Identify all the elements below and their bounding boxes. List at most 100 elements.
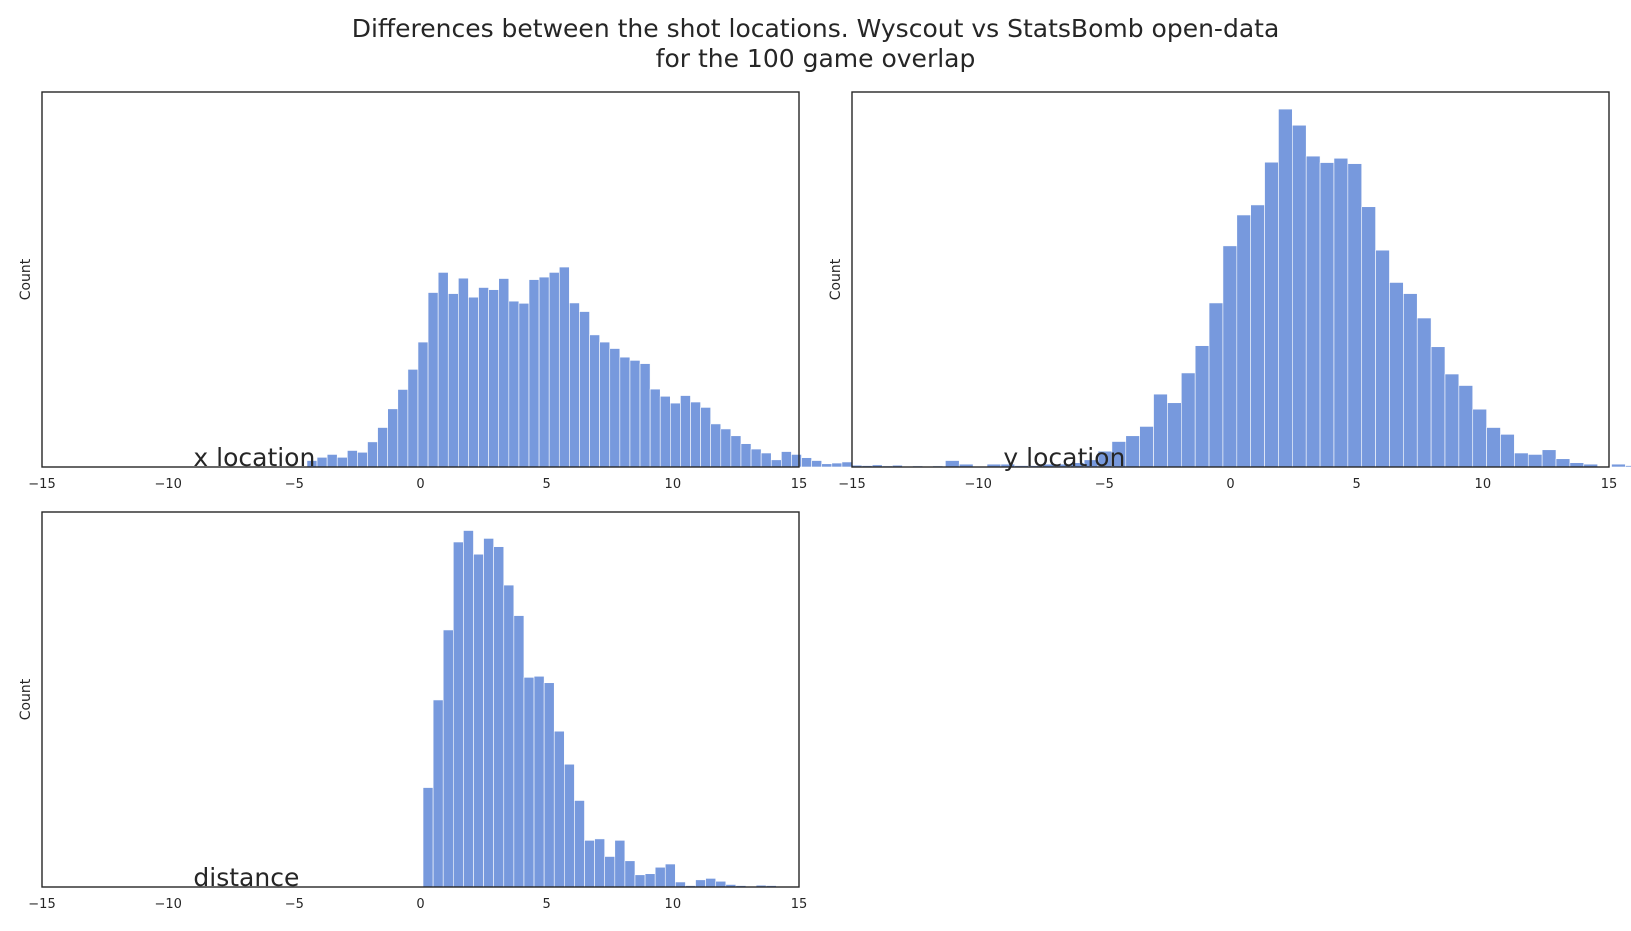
histogram-bar <box>518 302 530 468</box>
histogram-bar <box>377 427 388 468</box>
histogram-bar <box>397 389 409 468</box>
x-tick-label: 15 <box>791 477 808 492</box>
histogram-bar <box>478 287 489 468</box>
histogram-bar <box>533 675 545 888</box>
x-tick-label: −5 <box>285 477 304 492</box>
histogram-bar <box>468 296 479 468</box>
histogram-bar <box>659 395 671 468</box>
figure-title: Differences between the shot locations. … <box>0 14 1631 74</box>
histogram-bar <box>1278 108 1293 468</box>
panel-y: −15 −10 −5 0 5 10 15 Count y location <box>828 91 1631 492</box>
y-axis-label: Count <box>18 258 34 300</box>
x-tick-label: 10 <box>665 897 682 912</box>
bars-y <box>945 108 1631 468</box>
histogram-bar <box>715 880 727 888</box>
histogram-bar <box>1250 204 1265 468</box>
histogram-bar <box>336 457 348 468</box>
histogram-bar <box>1125 435 1140 468</box>
histogram-bar <box>1208 302 1224 468</box>
x-tick-label: −10 <box>154 897 181 912</box>
x-tick-label: −5 <box>285 897 304 912</box>
histogram-bar <box>604 856 616 888</box>
panel-x: −15 −10 −5 0 5 10 15 Count x location <box>18 91 1014 492</box>
histogram-bar <box>1444 373 1460 468</box>
histogram-bar <box>654 866 666 888</box>
histogram-bar <box>569 302 580 468</box>
histogram-bar <box>357 451 368 468</box>
histogram-bar <box>705 878 717 888</box>
x-tick-label: −15 <box>838 477 865 492</box>
histogram-bar <box>1458 385 1474 468</box>
histogram-bar <box>760 452 772 468</box>
x-tick-label: 10 <box>1475 477 1492 492</box>
histogram-bar <box>407 369 419 468</box>
histogram-bar <box>614 840 626 888</box>
histogram-bar <box>437 272 449 468</box>
histogram-bar <box>503 584 515 888</box>
histogram-bar <box>1222 245 1238 468</box>
histogram-bar <box>710 423 722 468</box>
figure-title-line2: for the 100 game overlap <box>655 44 976 73</box>
x-tick-label: 0 <box>416 897 424 912</box>
axes-frame <box>41 511 800 888</box>
histogram-bar <box>1375 249 1390 468</box>
histogram-bar <box>770 459 782 468</box>
x-tick-label: −15 <box>28 897 55 912</box>
histogram-bar <box>639 363 651 468</box>
x-tick-label: 10 <box>665 477 682 492</box>
histogram-bar <box>1472 408 1487 468</box>
histogram-bar <box>473 553 484 888</box>
axes-frame <box>41 91 800 468</box>
histogram-bar <box>367 441 378 468</box>
histogram-bar <box>1555 458 1571 468</box>
histogram-bar <box>821 463 833 468</box>
histogram-bar <box>513 615 525 888</box>
x-tick-label: 5 <box>543 897 551 912</box>
histogram-bar <box>1611 463 1626 468</box>
histogram-bar <box>750 448 762 468</box>
panel-distance: −15 −10 −5 0 5 10 15 Count distance <box>18 511 807 912</box>
histogram-bar <box>316 457 328 468</box>
histogram-bar <box>498 278 510 468</box>
histogram-bar <box>463 530 474 888</box>
histogram-bar <box>579 311 590 468</box>
y-axis-label: Count <box>18 678 34 720</box>
histogram-bar <box>543 682 555 888</box>
histogram-bar <box>347 450 358 468</box>
histogram-bar <box>1181 372 1196 468</box>
histogram-bar <box>1264 161 1279 468</box>
histogram-bar <box>649 388 661 468</box>
histogram-bar <box>1625 465 1631 468</box>
histogram-bar <box>548 272 560 468</box>
histogram-bar <box>644 873 656 888</box>
histogram-bar <box>1305 155 1321 468</box>
histogram-bar <box>1527 454 1543 468</box>
histogram-bar <box>1236 214 1251 468</box>
histogram-bar <box>528 279 540 468</box>
histogram-bar <box>1153 393 1168 468</box>
histogram-bar <box>558 266 570 468</box>
x-tick-label: 5 <box>543 477 551 492</box>
histogram-bar <box>553 730 565 888</box>
histogram-bar <box>427 292 439 468</box>
histogram-bar <box>584 840 595 888</box>
x-tick-label: −15 <box>28 477 55 492</box>
axes-frame <box>851 91 1610 468</box>
histogram-bar <box>508 300 520 468</box>
histogram-bar <box>452 541 464 888</box>
panel-annotation: y location <box>1003 443 1125 472</box>
histogram-bar <box>326 454 338 468</box>
histogram-bar <box>1319 162 1335 468</box>
histogram-bar <box>730 435 742 468</box>
histogram-bar <box>432 699 444 888</box>
histogram-bar <box>841 461 853 468</box>
histogram-bar <box>1347 163 1363 468</box>
bars-distance <box>422 530 777 888</box>
histogram-bar <box>442 629 454 888</box>
bars-x <box>306 266 1014 468</box>
histogram-bar <box>740 443 752 468</box>
histogram-bar <box>523 677 535 888</box>
x-tick-label: 15 <box>1601 477 1618 492</box>
histogram-bar <box>1139 426 1154 468</box>
histogram-bar <box>574 800 585 888</box>
